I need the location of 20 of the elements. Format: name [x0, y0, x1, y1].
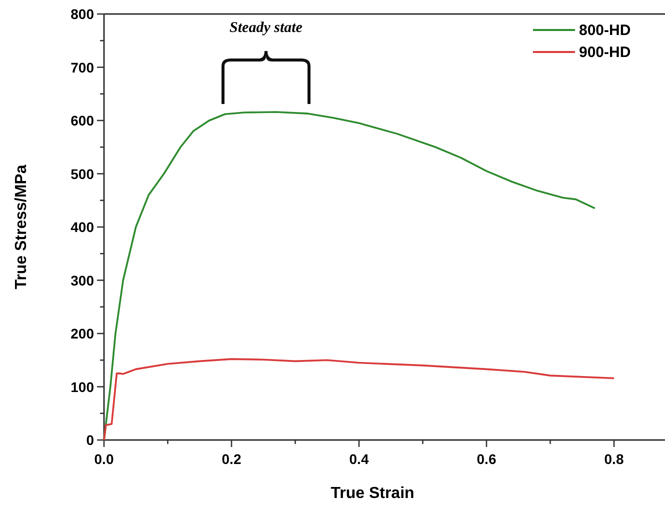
x-tick-label: 0.0: [94, 451, 114, 467]
x-axis-title: True Strain: [330, 485, 414, 502]
annotation: Steady state: [230, 20, 303, 36]
y-tick-label: 100: [70, 378, 94, 395]
y-tick-label: 600: [70, 112, 94, 128]
y-tick-label: 200: [70, 326, 94, 342]
x-tick-label: 0.2: [222, 451, 242, 467]
y-tick-label: 0: [86, 432, 94, 448]
y-tick-label: 400: [70, 219, 94, 235]
y-tick-label: 500: [70, 166, 94, 182]
legend-label: 800-HD: [579, 22, 631, 39]
y-axis-title: True Stress/MPa: [13, 164, 30, 290]
legend-label: 900-HD: [579, 44, 631, 61]
y-tick-label: 300: [70, 272, 94, 288]
line-series: [103, 358, 615, 441]
x-tick-label: 0.4: [349, 451, 369, 467]
y-tick-label: 800: [70, 6, 94, 22]
x-tick-label: 0.8: [604, 451, 624, 467]
y-tick-label: 700: [70, 59, 94, 76]
x-tick-label: 0.6: [476, 451, 496, 467]
